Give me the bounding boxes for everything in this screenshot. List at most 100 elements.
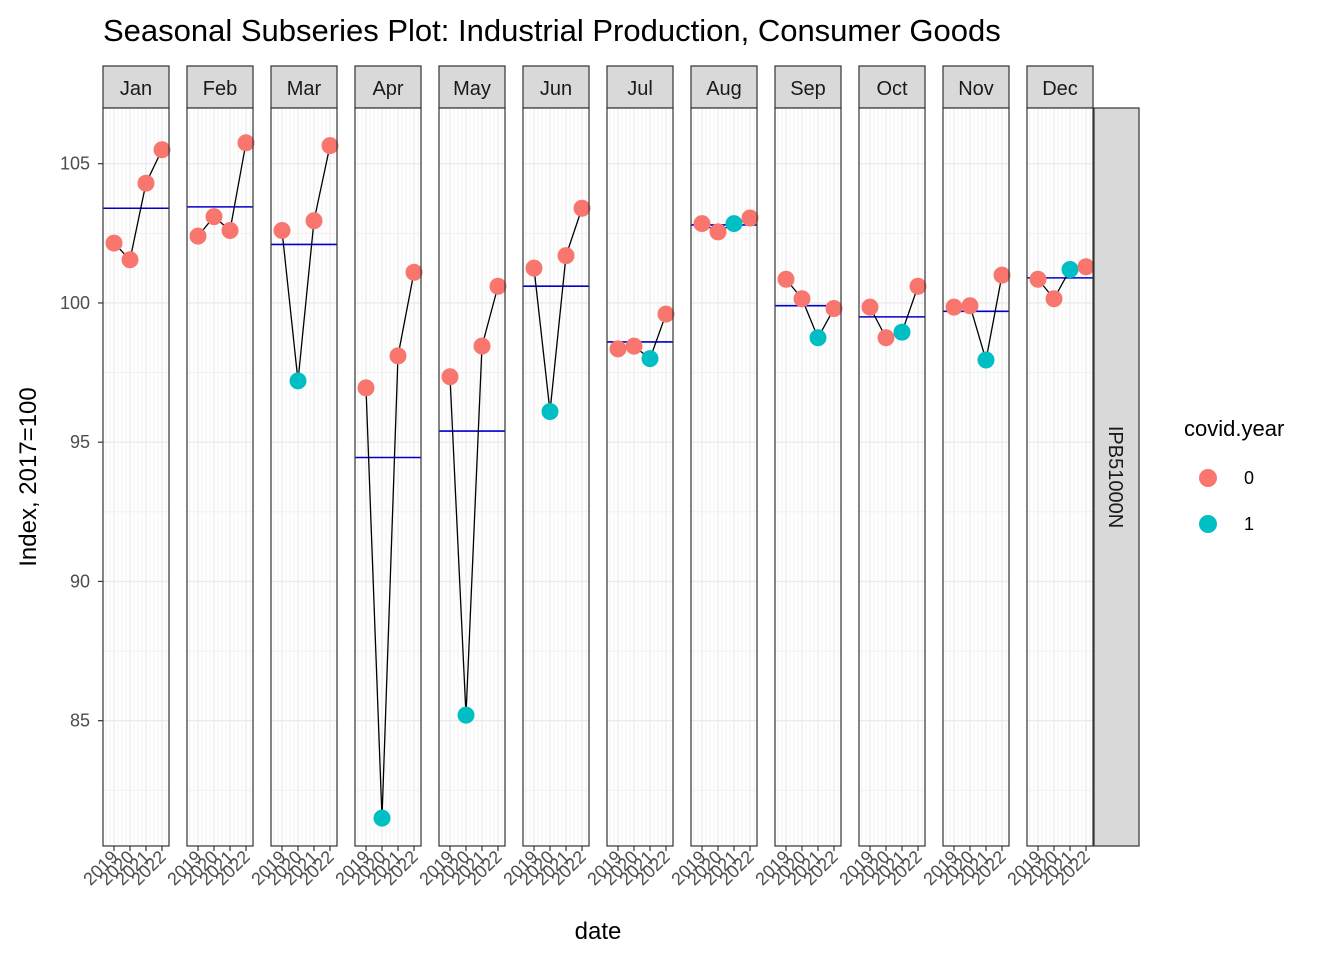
data-point — [205, 208, 223, 226]
y-tick-label: 105 — [60, 154, 90, 174]
panel-strip — [942, 65, 1010, 109]
panel-strip — [186, 65, 254, 109]
panel-border — [606, 107, 674, 847]
data-point — [1045, 290, 1063, 308]
legend-label-1: 1 — [1244, 514, 1254, 534]
series-line — [785, 278, 835, 340]
data-point — [909, 277, 927, 295]
facet-strip-label: IPB51000N — [1104, 426, 1126, 528]
y-tick-label: 100 — [60, 293, 90, 313]
facet-strip-background — [1093, 107, 1140, 847]
data-point — [877, 329, 895, 347]
series-line — [449, 286, 499, 716]
data-point — [809, 329, 827, 347]
panel-strip-label: Jun — [540, 78, 572, 100]
panel-strip — [270, 65, 338, 109]
data-point — [389, 347, 407, 365]
panel-strip — [774, 65, 842, 109]
data-point — [861, 298, 879, 316]
data-point — [137, 174, 155, 192]
panel-border — [774, 107, 842, 847]
legend-key-0 — [1199, 469, 1217, 487]
data-point — [657, 305, 675, 323]
panel-strip — [858, 65, 926, 109]
facet-strip-right: IPB51000N — [1093, 107, 1140, 847]
legend-label-0: 0 — [1244, 468, 1254, 488]
panel-strip-label: Aug — [706, 78, 742, 100]
series-line — [365, 272, 415, 819]
data-point — [237, 134, 255, 152]
panel-strip — [1026, 65, 1094, 109]
panel-strip — [522, 65, 590, 109]
panel-background — [607, 108, 673, 846]
panel-border — [522, 107, 590, 847]
panel-strip-label: Feb — [203, 78, 237, 100]
panel-border — [690, 107, 758, 847]
panel-strip-label: Nov — [958, 78, 994, 100]
series-line — [281, 145, 331, 381]
data-point — [373, 809, 391, 827]
panel-strip-label: Jan — [120, 78, 152, 100]
data-point — [189, 227, 207, 245]
data-point — [273, 222, 291, 240]
data-point — [321, 137, 339, 155]
panel-background — [943, 108, 1009, 846]
y-tick-label: 95 — [70, 432, 90, 452]
legend: covid.year 0 1 — [1184, 416, 1284, 534]
panel-background — [103, 108, 169, 846]
data-point — [457, 706, 475, 724]
panel-strip-label: Jul — [627, 78, 653, 100]
data-point — [945, 298, 963, 316]
panel-strip — [102, 65, 170, 109]
data-point — [541, 403, 559, 421]
panel-border — [858, 107, 926, 847]
data-point — [489, 277, 507, 295]
series-line — [113, 149, 163, 262]
data-point — [977, 351, 995, 369]
data-point — [893, 323, 911, 341]
panel-strip-label: Mar — [287, 78, 322, 100]
legend-title: covid.year — [1184, 416, 1284, 441]
legend-key-1 — [1199, 515, 1217, 533]
data-point — [1061, 261, 1079, 279]
chart-title: Seasonal Subseries Plot: Industrial Prod… — [103, 13, 1001, 48]
data-point — [473, 337, 491, 355]
panel-border — [354, 107, 422, 847]
series-line — [533, 208, 583, 412]
data-point — [221, 222, 239, 240]
data-point — [725, 215, 743, 233]
panel-border — [1026, 107, 1094, 847]
panel-strip-label: Oct — [876, 78, 908, 100]
panel-background — [1027, 108, 1093, 846]
data-point — [357, 379, 375, 397]
data-point — [1029, 270, 1047, 288]
panel-border — [438, 107, 506, 847]
data-point — [573, 199, 591, 217]
data-point — [625, 337, 643, 355]
facet-panels: Jan2019202020212022Feb2019202020212022Ma… — [79, 65, 1095, 889]
panel-background — [775, 108, 841, 846]
y-axis-title: Index, 2017=100 — [15, 387, 42, 567]
panel-border — [186, 107, 254, 847]
data-point — [1077, 258, 1095, 276]
panel-strip-label: Dec — [1042, 78, 1078, 100]
y-tick-label: 85 — [70, 711, 90, 731]
data-point — [121, 251, 139, 269]
panel-strip-label: Sep — [790, 78, 826, 100]
data-point — [777, 270, 795, 288]
y-axis-ticks: 85 90 95 100 105 — [60, 154, 103, 731]
data-point — [441, 368, 459, 386]
data-point — [305, 212, 323, 230]
data-point — [993, 266, 1011, 284]
